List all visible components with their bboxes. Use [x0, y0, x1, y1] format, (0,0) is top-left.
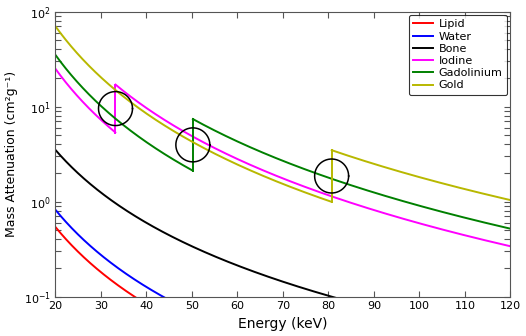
Iodine — [507, 244, 513, 248]
Gadolinium — [207, 126, 213, 130]
Legend: Lipid, Water, Bone, Iodine, Gadolinium, Gold: Lipid, Water, Bone, Iodine, Gadolinium, … — [409, 15, 507, 95]
Gadolinium — [307, 169, 313, 173]
Line: Water: Water — [55, 210, 510, 336]
Gold — [507, 198, 513, 202]
Iodine — [370, 208, 377, 212]
Line: Iodine: Iodine — [116, 85, 510, 246]
Line: Lipid: Lipid — [55, 227, 510, 336]
Bone — [411, 316, 417, 320]
Bone — [494, 334, 500, 336]
Bone — [274, 278, 280, 282]
Iodine — [200, 140, 206, 144]
Lipid — [52, 225, 58, 229]
Gadolinium — [420, 205, 426, 209]
Lipid — [76, 250, 82, 254]
Bone — [261, 274, 268, 278]
Gold — [482, 192, 488, 196]
Bone — [76, 172, 82, 176]
Bone — [494, 334, 500, 336]
Iodine — [436, 226, 442, 230]
Iodine — [120, 89, 127, 93]
Gold — [379, 164, 385, 168]
Gadolinium — [507, 227, 513, 231]
Iodine — [113, 83, 119, 87]
Gold — [415, 175, 421, 179]
Gadolinium — [190, 117, 196, 121]
X-axis label: Energy (keV): Energy (keV) — [238, 317, 328, 331]
Line: Bone: Bone — [55, 150, 510, 336]
Gadolinium — [404, 200, 410, 204]
Line: Gold: Gold — [332, 150, 510, 200]
Y-axis label: Mass Attenuation (cm²g⁻¹): Mass Attenuation (cm²g⁻¹) — [5, 71, 18, 237]
Water — [52, 208, 58, 212]
Gold — [340, 152, 346, 156]
Iodine — [236, 158, 242, 162]
Gold — [495, 195, 501, 199]
Gadolinium — [286, 161, 292, 165]
Iodine — [195, 137, 201, 141]
Gold — [392, 168, 399, 172]
Gadolinium — [224, 134, 230, 138]
Bone — [52, 148, 58, 152]
Line: Gadolinium: Gadolinium — [193, 119, 510, 229]
Water — [76, 233, 82, 237]
Gold — [329, 148, 335, 152]
